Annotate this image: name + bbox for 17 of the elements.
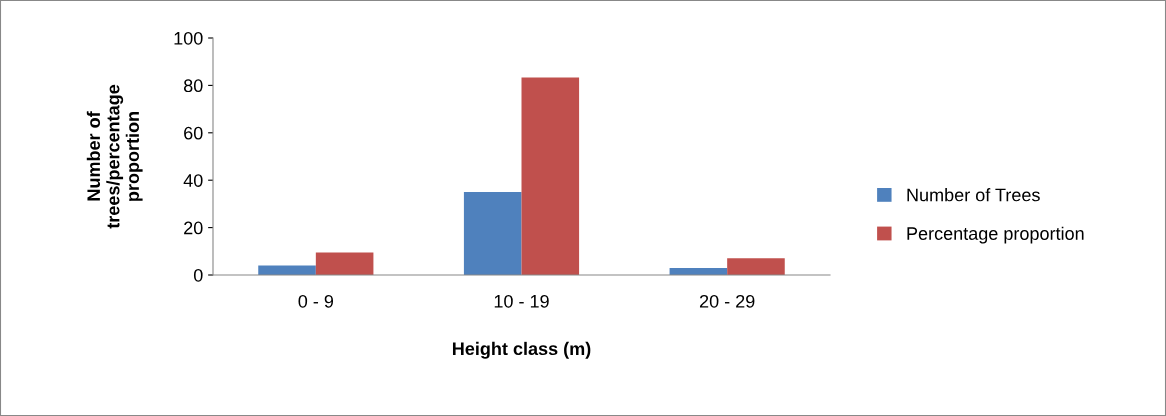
x-tick-label: 0 - 9 — [298, 294, 334, 308]
x-tick-label: 20 - 29 — [699, 294, 755, 308]
bar — [463, 192, 522, 275]
y-tick-label: 100 — [174, 31, 203, 45]
y-tick-label: 0 — [193, 268, 203, 282]
bar — [315, 252, 374, 275]
x-axis-title: Height class (m) — [452, 341, 591, 359]
legend-label: Percentage proportion — [907, 226, 1084, 244]
x-tick-label: 10 - 19 — [494, 294, 549, 308]
y-tick-label: 80 — [183, 79, 203, 93]
y-axis-title: Number of trees/percentage proportion — [86, 84, 143, 229]
bar — [521, 77, 580, 275]
legend-label: Number of Trees — [907, 188, 1040, 202]
bar — [727, 258, 785, 275]
y-tick-label: 60 — [184, 126, 203, 140]
y-tick-label: 40 — [183, 174, 203, 187]
y-tick-label: 20 — [184, 221, 203, 235]
